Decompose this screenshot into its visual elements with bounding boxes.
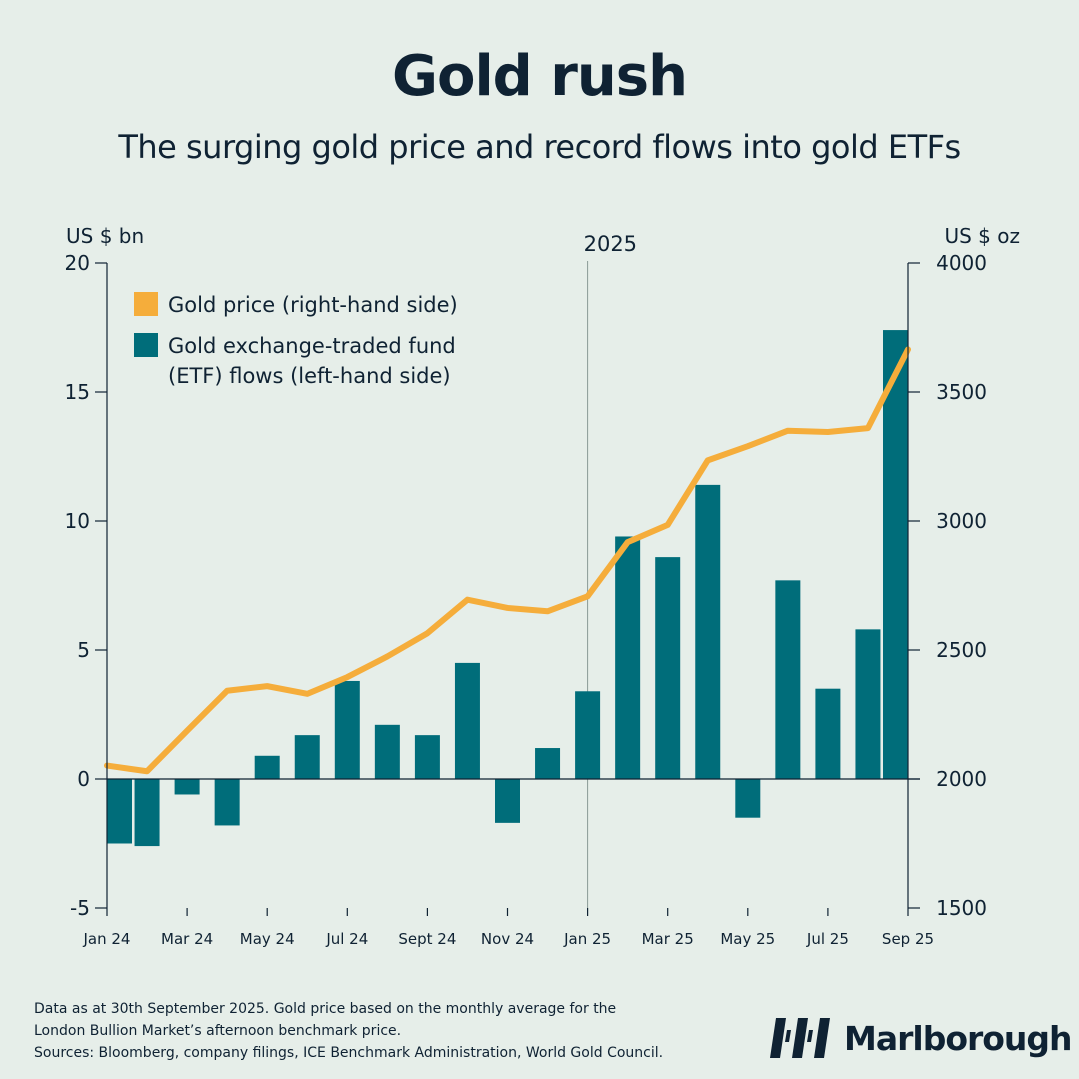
footnote: Data as at 30th September 2025. Gold pri… — [34, 998, 663, 1064]
footnote-line-2: London Bullion Market’s afternoon benchm… — [34, 1023, 402, 1039]
etf-bar-May-25 — [735, 779, 761, 818]
chart-subtitle: The surging gold price and record flows … — [118, 128, 961, 166]
legend-etf-label-line2: (ETF) flows (left-hand side) — [168, 364, 451, 388]
etf-bar-Dec-24 — [535, 748, 561, 779]
etf-bar-Jul-24 — [334, 680, 360, 779]
etf-bar-Mar-24 — [174, 779, 200, 795]
x-tick-label: Jan 24 — [83, 930, 131, 948]
right-axis-label: US $ oz — [944, 224, 1020, 248]
etf-bar-Jun-24 — [294, 735, 320, 779]
left-tick-label: 0 — [77, 767, 90, 791]
x-tick-label: Jul 24 — [325, 930, 368, 948]
left-tick-label: -5 — [70, 896, 90, 920]
chart-title: Gold rush — [392, 44, 688, 109]
etf-bar-May-24 — [254, 755, 280, 779]
x-tick-label: Mar 25 — [642, 930, 694, 948]
etf-bar-Aug-24 — [374, 724, 400, 779]
etf-bar-Feb-24 — [134, 779, 160, 847]
x-tick-label: Mar 24 — [161, 930, 213, 948]
right-tick-label: 3000 — [936, 509, 987, 533]
x-tick-label: Sep 25 — [882, 930, 934, 948]
left-tick-label: 15 — [65, 380, 90, 404]
right-tick-label: 1500 — [936, 896, 987, 920]
etf-bar-Sep-25 — [883, 330, 908, 779]
x-tick-label: Sept 24 — [398, 930, 456, 948]
left-tick-label: 5 — [77, 638, 90, 662]
etf-bar-Apr-24 — [214, 779, 240, 826]
etf-bar-Feb-25 — [615, 536, 641, 779]
right-tick-label: 2000 — [936, 767, 987, 791]
etf-bar-Jul-25 — [815, 688, 841, 779]
right-tick-label: 4000 — [936, 251, 987, 275]
left-tick-label: 10 — [65, 509, 90, 533]
right-tick-label: 2500 — [936, 638, 987, 662]
left-axis-label: US $ bn — [66, 224, 144, 248]
gold-price-line — [104, 346, 911, 775]
etf-bar-Oct-24 — [454, 662, 480, 779]
chart: 2025 -5 0 5 10 15 20 1500 2000 2500 3000 3500 4000 J… — [65, 224, 1020, 948]
etf-bar-Jan-24 — [107, 779, 132, 844]
brand-name: Marlborough — [844, 1018, 1073, 1058]
legend-gold-label: Gold price (right-hand side) — [168, 293, 458, 317]
etf-bar-Sept-24 — [414, 735, 440, 779]
legend-gold-swatch — [134, 292, 158, 316]
footnote-line-1: Data as at 30th September 2025. Gold pri… — [34, 1001, 617, 1017]
year-divider-label: 2025 — [584, 232, 637, 256]
x-tick-label: Nov 24 — [481, 930, 534, 948]
etf-bar-Jan-25 — [575, 691, 601, 779]
left-tick-label: 20 — [65, 251, 90, 275]
legend-etf-label-line1: Gold exchange-traded fund — [168, 334, 456, 358]
x-tick-label: May 25 — [720, 930, 775, 948]
brand-logo: Marlborough — [770, 1016, 1073, 1060]
footnote-sources: Sources: Bloomberg, company filings, ICE… — [34, 1045, 664, 1061]
marlborough-mark-icon — [770, 1018, 830, 1058]
x-tick-label: May 24 — [240, 930, 295, 948]
etf-bar-Mar-25 — [655, 557, 681, 779]
etf-bar-Jun-25 — [775, 580, 801, 779]
x-tick-label: Jan 25 — [563, 930, 611, 948]
x-tick-label: Jul 25 — [806, 930, 849, 948]
right-tick-label: 3500 — [936, 380, 987, 404]
etf-bar-Apr-25 — [695, 484, 721, 779]
etf-bar-Aug-25 — [855, 629, 881, 779]
legend-etf-swatch — [134, 333, 158, 357]
etf-bar-Nov-24 — [495, 779, 520, 823]
